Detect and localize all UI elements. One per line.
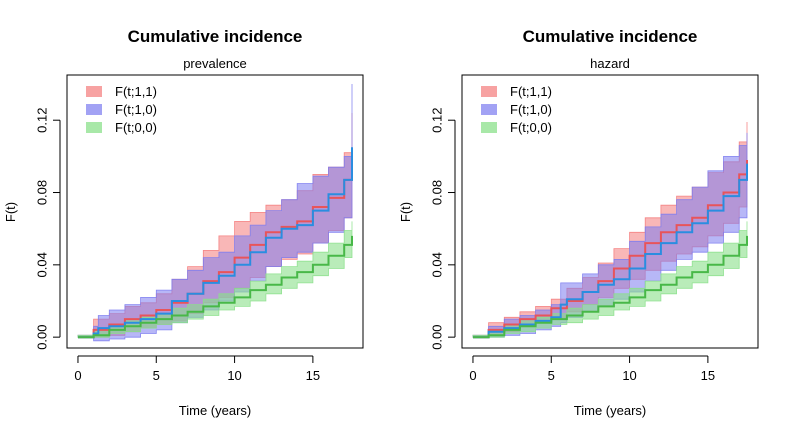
x-tick-label: 15 [701, 368, 715, 383]
x-tick-label: 10 [227, 368, 241, 383]
y-tick-label: 0.08 [34, 180, 49, 205]
y-tick-label: 0.12 [34, 108, 49, 133]
plot-area [472, 122, 748, 339]
legend-label: F(t;1,1) [115, 84, 157, 99]
x-tick-label: 5 [548, 368, 555, 383]
x-axis: 0 5 10 15 [469, 355, 715, 383]
estimate-line-F(t;1,1) [78, 152, 353, 339]
x-axis: 0 5 10 15 [74, 355, 320, 383]
x-axis-label: Time (years) [574, 403, 646, 418]
x-tick-label: 0 [74, 368, 81, 383]
plot-area [77, 84, 353, 342]
legend-swatch-F(t;0,0) [481, 122, 497, 133]
x-tick-label: 10 [622, 368, 636, 383]
chart-subtitle: prevalence [183, 56, 247, 71]
legend-swatch-F(t;1,0) [86, 104, 102, 115]
estimate-line-F(t;0,0) [473, 235, 748, 339]
legend-swatch-F(t;0,0) [86, 122, 102, 133]
chart-title: Cumulative incidence [523, 27, 698, 46]
legend-swatch-F(t;1,1) [86, 86, 102, 97]
chart-title: Cumulative incidence [128, 27, 303, 46]
legend-label: F(t;1,0) [115, 102, 157, 117]
legend-label: F(t;0,0) [510, 120, 552, 135]
y-tick-label: 0.00 [34, 324, 49, 349]
plot-frame [66, 74, 364, 349]
chart-panel-prevalence: Cumulative incidence prevalence Time (ye… [3, 27, 364, 418]
legend-label: F(t;0,0) [115, 120, 157, 135]
legend-label: F(t;1,1) [510, 84, 552, 99]
x-tick-label: 5 [153, 368, 160, 383]
chart-subtitle: hazard [590, 56, 630, 71]
ci-band-F(t;1,0) [77, 84, 353, 342]
y-axis-label: F(t) [398, 202, 413, 222]
estimate-line-F(t;0,0) [78, 235, 353, 339]
chart-panel-hazard: Cumulative incidence hazard Time (years)… [398, 27, 759, 418]
y-axis-label: F(t) [3, 202, 18, 222]
y-tick-label: 0.08 [429, 180, 444, 205]
y-tick-label: 0.12 [429, 108, 444, 133]
legend: F(t;1,1) F(t;1,0) F(t;0,0) [481, 84, 552, 135]
y-axis: 0.00 0.04 0.08 0.12 [34, 108, 61, 350]
x-axis-label: Time (years) [179, 403, 251, 418]
x-tick-label: 15 [306, 368, 320, 383]
y-axis: 0.00 0.04 0.08 0.12 [429, 108, 456, 350]
y-tick-label: 0.04 [429, 252, 444, 277]
estimate-line-F(t;1,0) [473, 163, 748, 339]
legend-swatch-F(t;1,1) [481, 86, 497, 97]
legend-swatch-F(t;1,0) [481, 104, 497, 115]
estimate-line-F(t;1,0) [78, 147, 353, 339]
x-tick-label: 0 [469, 368, 476, 383]
plot-frame [461, 74, 759, 349]
legend: F(t;1,1) F(t;1,0) F(t;0,0) [86, 84, 157, 135]
legend-label: F(t;1,0) [510, 102, 552, 117]
y-tick-label: 0.00 [429, 324, 444, 349]
y-tick-label: 0.04 [34, 252, 49, 277]
estimate-line-F(t;1,1) [473, 160, 748, 339]
